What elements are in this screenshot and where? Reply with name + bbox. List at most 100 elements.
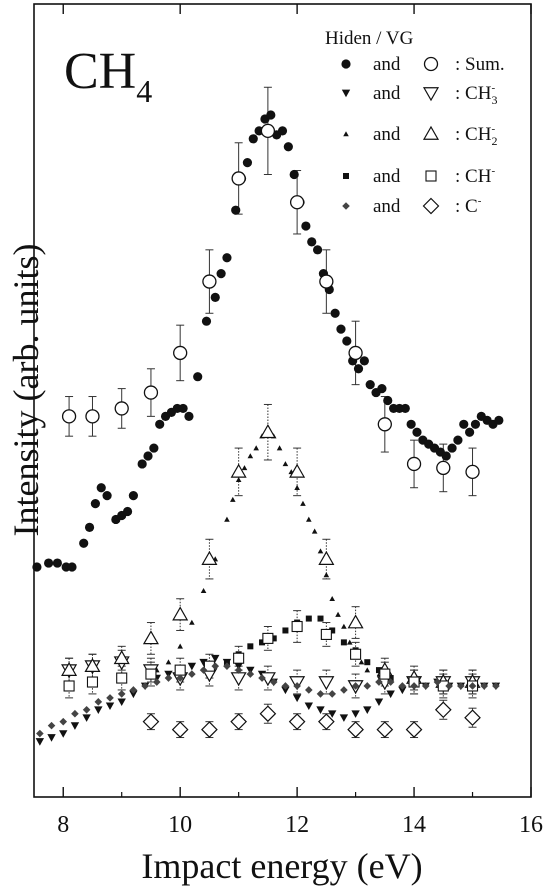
x-tick-label-12: 12 — [285, 812, 309, 838]
point-hiden-sum-30 — [242, 158, 253, 168]
point-hiden-ch2-16 — [282, 461, 289, 467]
point-hiden-sum-69 — [470, 419, 481, 429]
series-vg-c — [142, 701, 481, 738]
point-hiden-sum-46 — [336, 324, 346, 334]
point-vg-sum-12 — [406, 456, 422, 472]
legend-marker-hiden — [343, 173, 349, 179]
point-hiden-sum-15 — [143, 451, 153, 461]
point-hiden-c-39 — [492, 682, 500, 690]
data-marks — [32, 110, 504, 746]
legend-marker-vg — [425, 170, 437, 182]
legend-entry-1: and : CH3- — [341, 82, 497, 107]
point-vg-sum-4 — [173, 345, 188, 361]
point-hiden-c-36 — [457, 682, 465, 690]
point-hiden-ch2-11 — [253, 445, 259, 451]
point-hiden-c-14 — [199, 666, 208, 674]
point-hiden-c-18 — [246, 670, 255, 678]
point-hiden-c-7 — [117, 690, 126, 698]
point-vg-c-8 — [376, 721, 394, 738]
point-hiden-c-32 — [410, 682, 418, 690]
point-hiden-ch3-13 — [187, 662, 197, 671]
point-vg-sum-13 — [436, 460, 451, 476]
point-hiden-c-37 — [468, 682, 477, 690]
point-vg-ch2-3 — [142, 630, 159, 645]
point-vg-c-4 — [259, 705, 277, 723]
point-vg-c-7 — [347, 721, 364, 738]
point-hiden-sum-16 — [149, 443, 159, 453]
y-axis-title: Intensity (arb. units) — [6, 244, 46, 537]
point-hiden-ch-3 — [259, 639, 266, 646]
point-hiden-c-27 — [351, 682, 360, 690]
point-hiden-ch2-2 — [177, 643, 183, 649]
series-hiden-c — [36, 662, 500, 738]
point-vg-ch-11 — [379, 668, 391, 680]
point-hiden-ch2-22 — [317, 548, 324, 554]
point-vg-sum-8 — [289, 195, 305, 210]
point-hiden-sum-54 — [383, 395, 393, 406]
legend-marker-vg — [422, 87, 440, 102]
point-vg-sum-1 — [85, 409, 100, 424]
point-hiden-ch-7 — [305, 615, 312, 622]
point-hiden-sum-45 — [330, 308, 340, 318]
legend-marker-vg — [423, 56, 439, 72]
point-hiden-c-10 — [152, 678, 161, 686]
x-tick-label-8: 8 — [57, 812, 69, 838]
point-hiden-ch2-3 — [189, 619, 195, 625]
legend-label: : CH3- — [455, 82, 497, 107]
legend-marker-vg — [422, 197, 440, 215]
x-tick-label-10: 10 — [168, 812, 192, 838]
point-hiden-sum-17 — [155, 419, 165, 429]
point-vg-ch-1 — [86, 676, 99, 688]
point-hiden-ch2-24 — [329, 595, 335, 601]
point-vg-c-6 — [318, 713, 335, 731]
point-hiden-sum-8 — [96, 483, 106, 493]
point-hiden-sum-24 — [201, 316, 212, 326]
legend-and: and — [373, 196, 401, 217]
series-hiden-ch3 — [35, 654, 501, 746]
point-hiden-ch3-25 — [328, 710, 337, 718]
point-hiden-ch2-18 — [294, 484, 300, 490]
point-hiden-sum-6 — [84, 522, 95, 532]
point-vg-ch2-7 — [259, 424, 276, 439]
point-vg-c-1 — [171, 721, 189, 738]
point-hiden-ch3-30 — [386, 690, 395, 699]
point-hiden-ch2-9 — [241, 465, 248, 471]
point-hiden-ch2-10 — [247, 453, 254, 459]
point-hiden-sum-14 — [137, 459, 147, 469]
point-hiden-c-25 — [328, 690, 336, 698]
point-hiden-ch3-5 — [94, 706, 103, 714]
point-hiden-ch-10 — [340, 639, 347, 646]
point-hiden-sum-1 — [44, 558, 54, 568]
point-hiden-sum-36 — [277, 126, 288, 136]
point-hiden-ch-9 — [329, 627, 336, 634]
point-vg-c-0 — [142, 713, 160, 731]
legend-entry-0: and: Sum. — [341, 54, 505, 75]
point-hiden-ch-12 — [364, 659, 371, 666]
point-hiden-ch3-15 — [211, 654, 220, 663]
point-hiden-sum-23 — [193, 372, 203, 382]
point-vg-c-9 — [405, 721, 423, 738]
point-hiden-sum-50 — [359, 356, 369, 366]
legend-marker-vg — [422, 125, 440, 140]
point-vg-ch-3 — [145, 668, 157, 680]
series-vg-ch — [63, 620, 479, 692]
legend-entry-3: and: CH- — [343, 165, 495, 187]
legend-and: and — [373, 83, 401, 104]
point-vg-c-3 — [230, 713, 247, 731]
point-vg-c-11 — [464, 709, 481, 727]
point-hiden-ch-13 — [375, 667, 382, 674]
point-hiden-ch3-22 — [292, 694, 302, 703]
legend-label: : Sum. — [455, 54, 505, 75]
point-hiden-sum-4 — [67, 562, 77, 572]
point-hiden-ch2-7 — [230, 496, 236, 502]
point-hiden-sum-65 — [447, 443, 457, 453]
point-vg-sum-6 — [231, 171, 246, 186]
plot-frame — [33, 3, 532, 798]
point-hiden-sum-25 — [210, 292, 220, 303]
point-vg-ch2-5 — [201, 550, 218, 565]
point-hiden-sum-26 — [216, 269, 226, 279]
point-vg-ch3-6 — [230, 672, 247, 687]
point-vg-ch-8 — [291, 620, 303, 633]
point-hiden-ch3-23 — [304, 702, 314, 711]
